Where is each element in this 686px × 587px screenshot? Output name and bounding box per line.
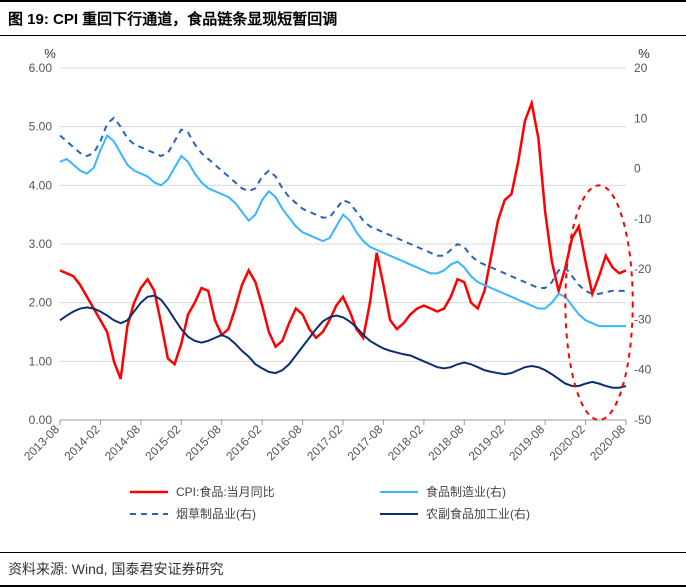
svg-text:20: 20 xyxy=(634,61,648,75)
line-chart: 0.001.002.003.004.005.006.00-50-40-30-20… xyxy=(0,40,686,550)
figure-title: 图 19: CPI 重回下行通道，食品链条显现短暂回调 xyxy=(0,0,686,36)
legend-tobacco: 烟草制品业(右) xyxy=(176,506,256,521)
svg-text:10: 10 xyxy=(634,111,648,125)
svg-text:-20: -20 xyxy=(634,262,652,276)
legend-cpi_food: CPI:食品:当月同比 xyxy=(176,484,275,499)
svg-text:6.00: 6.00 xyxy=(29,61,53,75)
svg-text:3.00: 3.00 xyxy=(29,237,53,251)
legend-agri_food: 农副食品加工业(右) xyxy=(426,506,530,521)
svg-text:%: % xyxy=(638,46,650,61)
svg-text:2019-02: 2019-02 xyxy=(466,422,507,463)
svg-text:2016-08: 2016-08 xyxy=(264,422,305,463)
svg-text:2014-02: 2014-02 xyxy=(62,422,103,463)
series-cpi_food xyxy=(60,103,626,379)
svg-text:2018-08: 2018-08 xyxy=(425,422,466,463)
series-tobacco xyxy=(60,118,626,294)
legend-food_mfg: 食品制造业(右) xyxy=(426,484,506,499)
svg-text:2017-02: 2017-02 xyxy=(304,422,345,463)
svg-text:1.00: 1.00 xyxy=(29,354,53,368)
svg-text:-30: -30 xyxy=(634,312,652,326)
svg-text:2015-08: 2015-08 xyxy=(183,422,224,463)
svg-text:2014-08: 2014-08 xyxy=(102,422,143,463)
svg-text:2018-02: 2018-02 xyxy=(385,422,426,463)
svg-text:4.00: 4.00 xyxy=(29,178,53,192)
svg-text:2017-08: 2017-08 xyxy=(345,422,386,463)
svg-text:0: 0 xyxy=(634,162,641,176)
svg-text:2015-02: 2015-02 xyxy=(142,422,183,463)
svg-text:2016-02: 2016-02 xyxy=(223,422,264,463)
svg-text:%: % xyxy=(44,46,56,61)
svg-text:-10: -10 xyxy=(634,212,652,226)
svg-text:2020-02: 2020-02 xyxy=(547,422,588,463)
chart-area: 0.001.002.003.004.005.006.00-50-40-30-20… xyxy=(0,40,686,551)
svg-text:2020-08: 2020-08 xyxy=(587,422,628,463)
figure-source: 资料来源: Wind, 国泰君安证券研究 xyxy=(0,552,686,587)
svg-text:-50: -50 xyxy=(634,413,652,427)
svg-text:2.00: 2.00 xyxy=(29,296,53,310)
svg-text:-40: -40 xyxy=(634,363,652,377)
svg-text:2013-08: 2013-08 xyxy=(21,422,62,463)
svg-text:2019-08: 2019-08 xyxy=(506,422,547,463)
svg-text:5.00: 5.00 xyxy=(29,120,53,134)
